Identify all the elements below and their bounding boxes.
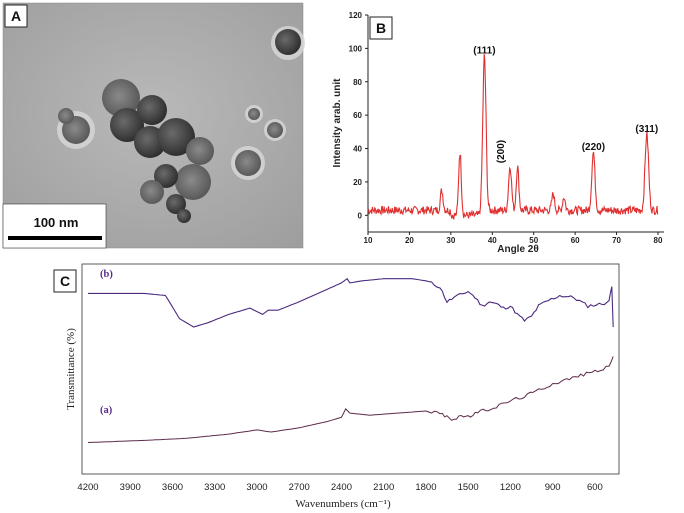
ftir-series-a-label: (a) [100,405,113,416]
ftir-x-tick-label: 600 [587,482,603,493]
ftir-x-axis-title: Wavenumbers (cm⁻¹) [295,498,391,510]
ftir-series-a-line [87,356,614,443]
ftir-x-tick-label: 1800 [415,482,436,493]
xrd-peak-label: (111) [473,45,495,56]
ftir-x-tick-label: 1200 [500,482,521,493]
xrd-x-tick-label: 10 [364,236,373,245]
xrd-y-tick-label: 40 [353,145,362,154]
xrd-y-tick-label: 60 [353,111,362,120]
ftir-x-tick-label: 2100 [373,482,394,493]
ftir-x-tick-label: 2700 [289,482,310,493]
panel-a-label-box [4,4,28,28]
xrd-x-tick-label: 30 [446,236,455,245]
scale-bar-box [2,203,107,249]
panel-b-label: B [376,20,386,36]
ftir-x-tick-label: 3600 [162,482,183,493]
nanoparticles [58,29,301,223]
ftir-x-tick-label: 3300 [204,482,225,493]
xrd-y-tick-label: 120 [349,11,363,20]
xrd-y-tick-label: 100 [349,44,363,53]
xrd-x-axis-title: Angle 2θ [497,244,539,255]
ftir-series-b-label: (b) [100,269,113,280]
xrd-y-axis-title: Intensity arab. unit [332,78,343,168]
xrd-peak-label: (200) [496,140,507,163]
xrd-peak-label: (220) [582,142,605,153]
xrd-pattern-line [367,53,659,220]
ftir-series-b-line [88,277,614,328]
ftir-x-tick-label: 4200 [77,482,98,493]
tem-image: 100 nm A [2,2,305,249]
panel-a-label: A [11,8,21,24]
panel-b-label-box [369,16,393,40]
xrd-peak-label: (311) [635,124,658,135]
xrd-x-tick-label: 50 [529,236,538,245]
xrd-x-tick-label: 60 [571,236,580,245]
xrd-y-tick-label: 20 [353,178,362,187]
xrd-x-tick-label: 80 [654,236,663,245]
xrd-y-tick-label: 80 [353,78,362,87]
ftir-x-tick-label: 900 [545,482,561,493]
ftir-x-tick-label: 3000 [246,482,267,493]
ftir-x-tick-label: 1500 [458,482,479,493]
ftir-y-axis-title: Transmittance (%) [65,328,77,410]
scale-bar-label: 100 nm [34,215,79,230]
ftir-chart: C 4200 3900 3600 3300 3000 2700 2400 2100 1800 15… [53,263,620,510]
ftir-x-tick-label: 2400 [331,482,352,493]
xrd-y-tick-label: 0 [358,211,363,220]
xrd-x-tick-label: 20 [405,236,414,245]
xrd-chart: B 10 20 30 40 50 60 70 80 0 20 40 60 80 100 120 (111)… [332,11,664,255]
panel-c-label: C [60,273,70,289]
ftir-x-tick-label: 3900 [120,482,141,493]
panel-c-label-box [53,269,77,293]
xrd-x-tick-label: 70 [612,236,621,245]
xrd-x-tick-label: 40 [488,236,497,245]
